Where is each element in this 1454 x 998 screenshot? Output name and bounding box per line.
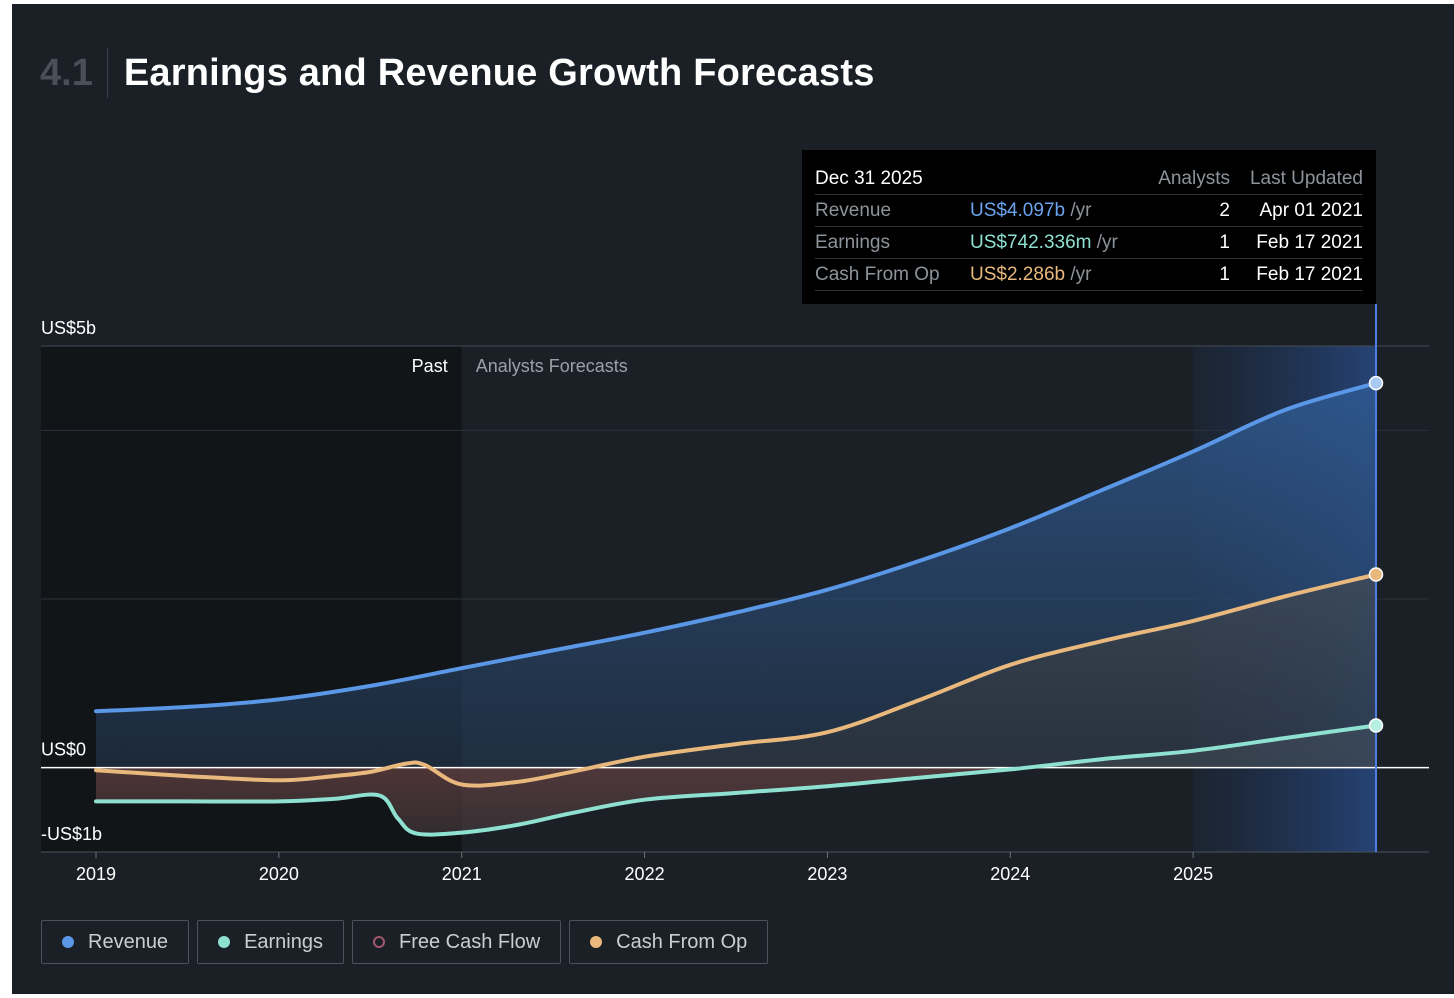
tooltip-label: Cash From Op	[815, 264, 940, 285]
revenue-line	[94, 381, 1378, 714]
legend-revenue-button[interactable]: Revenue	[41, 920, 190, 964]
legend-label: Free Cash Flow	[399, 930, 541, 953]
tooltip-col-analysts: Analysts	[1158, 168, 1230, 189]
chart-panel: 4.1 Earnings and Revenue Growth Forecast…	[12, 4, 1454, 994]
page-title: Earnings and Revenue Growth Forecasts	[123, 51, 875, 94]
x-tick-label: 2023	[807, 864, 847, 884]
tooltip-value: US$742.336m	[970, 232, 1092, 253]
earnings-line	[94, 723, 1378, 837]
tooltip-value-wrap: US$2.286b /yr	[970, 264, 1091, 286]
y-tick-label: US$5b	[41, 318, 96, 338]
tooltip-header-row: Dec 31 2025 Analysts Last Updated	[815, 162, 1363, 195]
tooltip-row-cash-from-op: Cash From Op US$2.286b /yr 1 Feb 17 2021	[815, 258, 1363, 291]
legend-label: Revenue	[88, 930, 169, 953]
tooltip-date: Dec 31 2025	[815, 168, 923, 189]
cash-from-op-dot-icon	[590, 936, 603, 948]
legend-cash-from-op-button[interactable]: Cash From Op	[569, 920, 769, 964]
legend-free-cash-flow-button[interactable]: Free Cash Flow	[352, 920, 562, 964]
tooltip-value: US$4.097b	[970, 200, 1066, 221]
cash-from-op-end-point	[1368, 567, 1384, 582]
legend-label: Earnings	[244, 930, 323, 953]
chart-tooltip: Dec 31 2025 Analysts Last Updated Revenu…	[802, 150, 1376, 304]
tooltip-last-updated: Feb 17 2021	[1256, 264, 1363, 285]
revenue-dot-icon	[62, 936, 74, 948]
tooltip-row-revenue: Revenue US$4.097b /yr 2 Apr 01 2021	[815, 194, 1363, 227]
tooltip-last-updated: Apr 01 2021	[1259, 200, 1363, 221]
cash-from-op-line	[94, 572, 1378, 788]
tooltip-unit: /yr	[1096, 232, 1118, 253]
tooltip-label: Earnings	[815, 232, 890, 253]
earnings-dot-icon	[218, 936, 231, 948]
section-header: 4.1 Earnings and Revenue Growth Forecast…	[40, 46, 875, 100]
chart-legend: Revenue Earnings Free Cash Flow Cash Fro…	[41, 920, 769, 964]
revenue-end-point	[1368, 375, 1384, 391]
tooltip-value-wrap: US$742.336m /yr	[970, 232, 1118, 254]
tooltip-last-updated: Feb 17 2021	[1256, 232, 1363, 253]
past-label: Past	[412, 356, 448, 376]
tooltip-value: US$2.286b	[970, 264, 1066, 285]
section-number: 4.1	[40, 51, 93, 94]
x-tick-label: 2024	[990, 864, 1030, 884]
earnings-end-point	[1368, 718, 1384, 733]
forecast-chart[interactable]: Past Analysts Forecasts US$5b US$0 -US$1b 201…	[12, 4, 1454, 994]
header-divider	[106, 48, 108, 98]
x-tick-label: 2020	[259, 864, 299, 884]
tooltip-value-wrap: US$4.097b /yr	[970, 200, 1091, 222]
tooltip-col-last-updated: Last Updated	[1249, 168, 1363, 189]
x-tick-label: 2021	[442, 864, 482, 884]
forecast-label: Analysts Forecasts	[476, 356, 628, 376]
cash-from-op-area	[96, 574, 1376, 786]
tooltip-unit: /yr	[1070, 200, 1092, 221]
negative-area	[96, 767, 1376, 835]
x-tick-label: 2025	[1173, 864, 1213, 884]
legend-earnings-button[interactable]: Earnings	[197, 920, 344, 964]
earnings-area	[96, 725, 1376, 835]
y-tick-label: US$0	[41, 740, 86, 760]
tooltip-label: Revenue	[815, 200, 892, 221]
tooltip-analysts-count: 2	[1219, 200, 1230, 221]
tooltip-analysts-count: 1	[1219, 232, 1230, 253]
y-tick-label: -US$1b	[41, 824, 102, 844]
tooltip-unit: /yr	[1070, 264, 1092, 285]
free-cash-flow-dot-icon	[373, 936, 385, 948]
legend-label: Cash From Op	[616, 930, 748, 953]
tooltip-row-earnings: Earnings US$742.336m /yr 1 Feb 17 2021	[815, 226, 1363, 259]
x-tick-label: 2022	[625, 864, 665, 884]
tooltip-analysts-count: 1	[1219, 264, 1230, 285]
x-tick-label: 2019	[76, 864, 116, 884]
